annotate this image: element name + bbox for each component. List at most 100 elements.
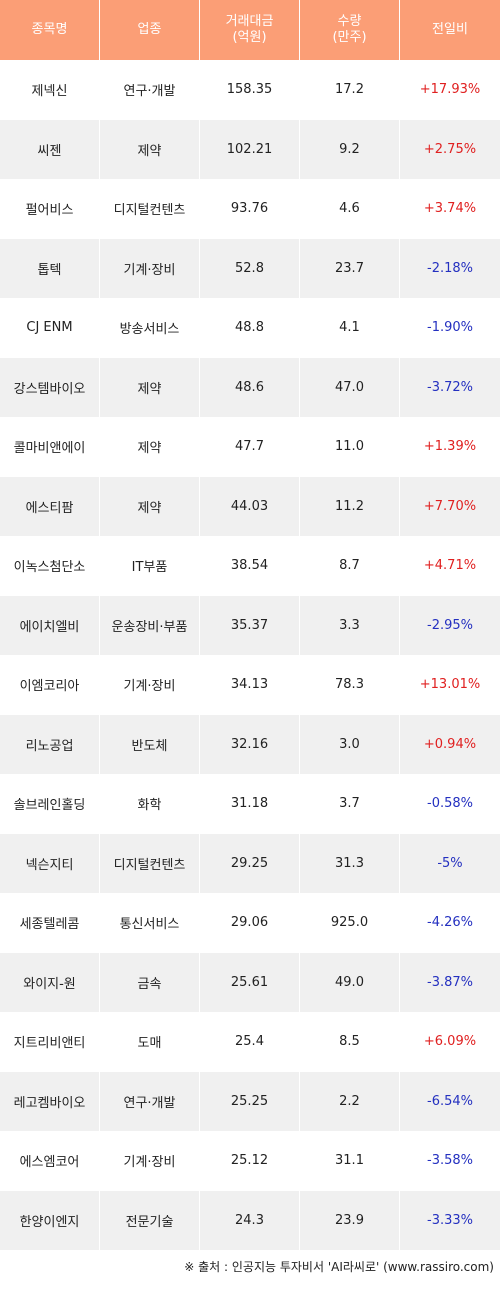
- table-row: 리노공업 반도체 32.16 3.0 +0.94%: [0, 714, 500, 774]
- trade-amount-cell: 47.7: [200, 417, 300, 477]
- table-row: 에스엠코어 기계·장비 25.12 31.1 -3.58%: [0, 1131, 500, 1191]
- stock-name-cell: 펄어비스: [0, 179, 100, 239]
- trade-amount-cell: 158.35: [200, 60, 300, 120]
- sector-cell: 반도체: [100, 714, 200, 774]
- trade-amount-cell: 52.8: [200, 238, 300, 298]
- table-row: CJ ENM 방송서비스 48.8 4.1 -1.90%: [0, 298, 500, 358]
- table-row: 한양이엔지 전문기술 24.3 23.9 -3.33%: [0, 1190, 500, 1250]
- trade-amount-cell: 44.03: [200, 476, 300, 536]
- sector-cell: 연구·개발: [100, 1071, 200, 1131]
- change-rate-cell: -3.72%: [400, 357, 500, 417]
- trade-amount-cell: 25.4: [200, 1012, 300, 1072]
- sector-cell: 제약: [100, 417, 200, 477]
- change-rate-cell: -5%: [400, 833, 500, 893]
- sector-cell: 디지털컨텐츠: [100, 833, 200, 893]
- table-row: 씨젠 제약 102.21 9.2 +2.75%: [0, 119, 500, 179]
- sector-cell: 방송서비스: [100, 298, 200, 358]
- sector-cell: 기계·장비: [100, 238, 200, 298]
- stock-name-cell: 솔브레인홀딩: [0, 774, 100, 834]
- change-rate-cell: +3.74%: [400, 179, 500, 239]
- header-trade-amount: 거래대금 (억원): [200, 0, 300, 60]
- volume-cell: 8.7: [300, 536, 400, 596]
- source-footnote: ※ 출처 : 인공지능 투자비서 'AI라씨로' (www.rassiro.co…: [184, 1260, 494, 1274]
- table-row: 솔브레인홀딩 화학 31.18 3.7 -0.58%: [0, 774, 500, 834]
- table-row: 와이지-원 금속 25.61 49.0 -3.87%: [0, 952, 500, 1012]
- volume-cell: 8.5: [300, 1012, 400, 1072]
- stock-name-cell: 넥슨지티: [0, 833, 100, 893]
- trade-amount-cell: 25.12: [200, 1131, 300, 1191]
- stock-name-cell: CJ ENM: [0, 298, 100, 358]
- header-change: 전일비: [400, 0, 500, 60]
- volume-cell: 4.6: [300, 179, 400, 239]
- change-rate-cell: +1.39%: [400, 417, 500, 477]
- stock-name-cell: 에이치엘비: [0, 595, 100, 655]
- volume-cell: 3.0: [300, 714, 400, 774]
- stock-name-cell: 이녹스첨단소: [0, 536, 100, 596]
- sector-cell: 도매: [100, 1012, 200, 1072]
- volume-cell: 31.3: [300, 833, 400, 893]
- table-row: 콜마비앤에이 제약 47.7 11.0 +1.39%: [0, 417, 500, 477]
- table-body: 제넥신 연구·개발 158.35 17.2 +17.93% 씨젠 제약 102.21 9.2 +2…: [0, 60, 500, 1250]
- trade-amount-cell: 25.25: [200, 1071, 300, 1131]
- table-row: 에스티팜 제약 44.03 11.2 +7.70%: [0, 476, 500, 536]
- table-row: 에이치엘비 운송장비·부품 35.37 3.3 -2.95%: [0, 595, 500, 655]
- table-row: 펄어비스 디지털컨텐츠 93.76 4.6 +3.74%: [0, 179, 500, 239]
- sector-cell: 기계·장비: [100, 655, 200, 715]
- change-rate-cell: -2.95%: [400, 595, 500, 655]
- stock-name-cell: 이엠코리아: [0, 655, 100, 715]
- volume-cell: 9.2: [300, 119, 400, 179]
- stock-name-cell: 에스티팜: [0, 476, 100, 536]
- table-row: 강스템바이오 제약 48.6 47.0 -3.72%: [0, 357, 500, 417]
- change-rate-cell: -4.26%: [400, 893, 500, 953]
- sector-cell: 제약: [100, 476, 200, 536]
- stock-name-cell: 콜마비앤에이: [0, 417, 100, 477]
- stock-name-cell: 톱텍: [0, 238, 100, 298]
- stock-table: 종목명 업종 거래대금 (억원) 수량 (만주) 전일비 제넥신 연구·개발 158…: [0, 0, 500, 1250]
- change-rate-cell: -3.33%: [400, 1190, 500, 1250]
- volume-cell: 23.7: [300, 238, 400, 298]
- stock-name-cell: 씨젠: [0, 119, 100, 179]
- trade-amount-cell: 48.6: [200, 357, 300, 417]
- change-rate-cell: +6.09%: [400, 1012, 500, 1072]
- change-rate-cell: -3.87%: [400, 952, 500, 1012]
- sector-cell: 전문기술: [100, 1190, 200, 1250]
- sector-cell: IT부품: [100, 536, 200, 596]
- table-row: 톱텍 기계·장비 52.8 23.7 -2.18%: [0, 238, 500, 298]
- trade-amount-cell: 29.25: [200, 833, 300, 893]
- volume-cell: 78.3: [300, 655, 400, 715]
- table-header: 종목명 업종 거래대금 (억원) 수량 (만주) 전일비: [0, 0, 500, 60]
- change-rate-cell: -3.58%: [400, 1131, 500, 1191]
- trade-amount-cell: 102.21: [200, 119, 300, 179]
- volume-cell: 11.2: [300, 476, 400, 536]
- table-row: 이엠코리아 기계·장비 34.13 78.3 +13.01%: [0, 655, 500, 715]
- change-rate-cell: -0.58%: [400, 774, 500, 834]
- trade-amount-cell: 25.61: [200, 952, 300, 1012]
- trade-amount-cell: 35.37: [200, 595, 300, 655]
- stock-name-cell: 한양이엔지: [0, 1190, 100, 1250]
- trade-amount-cell: 48.8: [200, 298, 300, 358]
- header-row: 종목명 업종 거래대금 (억원) 수량 (만주) 전일비: [0, 0, 500, 60]
- sector-cell: 제약: [100, 119, 200, 179]
- stock-name-cell: 와이지-원: [0, 952, 100, 1012]
- stock-name-cell: 제넥신: [0, 60, 100, 120]
- stock-name-cell: 레고켐바이오: [0, 1071, 100, 1131]
- change-rate-cell: +17.93%: [400, 60, 500, 120]
- change-rate-cell: +7.70%: [400, 476, 500, 536]
- trade-amount-cell: 29.06: [200, 893, 300, 953]
- sector-cell: 연구·개발: [100, 60, 200, 120]
- volume-cell: 3.3: [300, 595, 400, 655]
- trade-amount-cell: 32.16: [200, 714, 300, 774]
- volume-cell: 47.0: [300, 357, 400, 417]
- volume-cell: 925.0: [300, 893, 400, 953]
- table-row: 레고켐바이오 연구·개발 25.25 2.2 -6.54%: [0, 1071, 500, 1131]
- table-row: 이녹스첨단소 IT부품 38.54 8.7 +4.71%: [0, 536, 500, 596]
- volume-cell: 3.7: [300, 774, 400, 834]
- sector-cell: 제약: [100, 357, 200, 417]
- change-rate-cell: +0.94%: [400, 714, 500, 774]
- change-rate-cell: +4.71%: [400, 536, 500, 596]
- table-row: 제넥신 연구·개발 158.35 17.2 +17.93%: [0, 60, 500, 120]
- change-rate-cell: -6.54%: [400, 1071, 500, 1131]
- stock-name-cell: 강스템바이오: [0, 357, 100, 417]
- sector-cell: 화학: [100, 774, 200, 834]
